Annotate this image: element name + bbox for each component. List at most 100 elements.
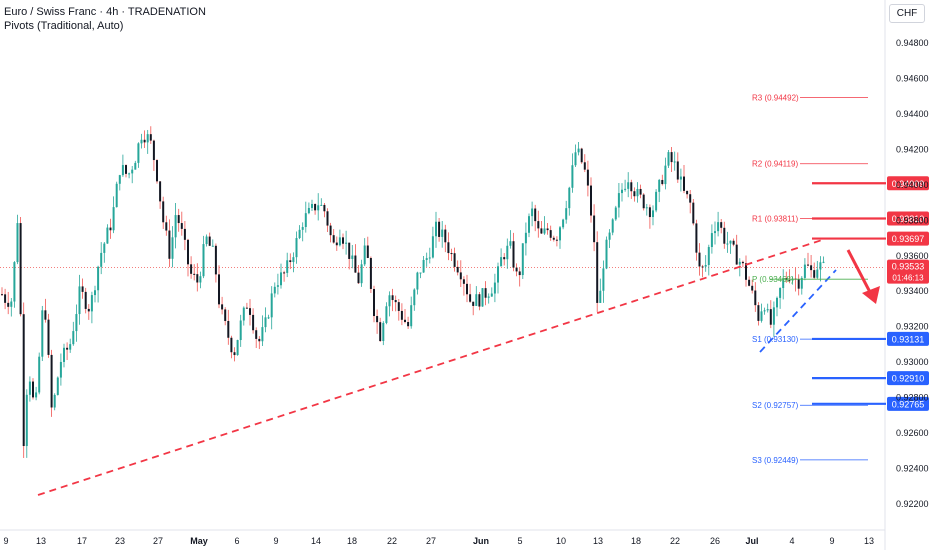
candle-body [428,257,431,259]
candle-body [196,274,199,283]
rising-trendline-blue[interactable] [759,269,837,353]
price-tick-label: 0.94200 [896,144,929,154]
candle-body [202,244,205,277]
time-tick-label: 22 [387,536,397,546]
candle-body [779,288,782,298]
candle-body [816,269,819,278]
candle-body [788,279,791,281]
candle-body [205,236,208,245]
candle-body [704,264,707,267]
candle-body [63,347,65,362]
candle-body [555,239,558,241]
candle-body [568,187,571,209]
candle-body [748,279,751,286]
level-tag-text-0.93697: 0.93697 [892,234,925,244]
candle-body [475,294,478,306]
candle-body [326,211,329,226]
pivot-label-s2: S2 (0.92757) [752,401,799,410]
pivot-label-r1: R1 (0.93811) [752,214,798,223]
candle-body [292,257,295,263]
candle-body [159,181,162,202]
candle-body [22,314,25,447]
candle-body [599,290,602,303]
candle-body [487,296,490,298]
time-tick-label: 17 [77,536,87,546]
candle-body [822,261,825,263]
candle-body [769,309,772,325]
candle-body [394,300,397,303]
candle-body [19,223,22,315]
candle-body [608,232,611,240]
candle-body [354,255,357,273]
price-tick-label: 0.92200 [896,499,929,509]
time-tick-label: 18 [631,536,641,546]
candle-body [667,152,670,166]
candle-body [462,279,465,284]
level-tag-text-0.93131: 0.93131 [892,334,925,344]
key-levels: 0.94009 0.93810 0.93697 0.93131 0.92910 0.927… [812,176,929,411]
candle-body [531,208,534,217]
candle-body [760,311,763,321]
time-tick-label: 22 [670,536,680,546]
candle-body [90,295,93,312]
candle-body [583,162,586,170]
candle-body [738,261,741,265]
candle-body [311,203,313,208]
time-axis-ticks: 9 13 17 23 27 May 6 9 14 18 22 27 Jun 5 10 13 18 22 26 Jul 4… [3,536,874,546]
candle-body [261,327,264,342]
candle-body [81,286,84,292]
candle-body [692,202,695,224]
candle-body [264,317,267,328]
rising-trendline-red[interactable] [37,239,823,496]
candle-body [146,134,149,143]
time-tick-label: 9 [3,536,8,546]
price-tick-label: 0.93000 [896,357,929,367]
candle-body [100,252,103,267]
candle-body [679,176,682,180]
candle-body [357,272,360,284]
candle-body [444,229,447,243]
time-tick-label: 6 [234,536,239,546]
candle-body [503,257,506,260]
candle-body [338,237,341,246]
candle-body [103,243,106,253]
currency-button[interactable]: CHF [889,4,925,23]
candle-body [413,289,416,306]
candle-body [323,204,326,212]
level-tag-0.93131 [887,331,929,346]
candle-body [534,208,537,222]
candle-body [224,309,227,321]
last-price-box [887,259,929,284]
candle-body [590,185,592,216]
candle-body [661,179,664,185]
candle-body [562,219,565,228]
time-tick-label: 27 [153,536,163,546]
time-tick-label: 4 [789,536,794,546]
time-tick-label: 9 [829,536,834,546]
candle-body [404,319,406,323]
candle-body [332,235,335,243]
candle-body [574,152,577,166]
level-tag-text-0.92765: 0.92765 [892,399,925,409]
candle-body [156,160,158,182]
time-tick-label: 10 [556,536,566,546]
candle-body [342,237,344,244]
candle-body [32,381,34,398]
candle-body [385,306,388,323]
last-price-text: 0.93533 [892,262,925,272]
candle-body [131,169,134,174]
time-tick-label: 13 [593,536,603,546]
countdown-text: 01:46:13 [892,274,924,283]
pivot-label-p: P (0.93468) [752,275,794,284]
candle-body [128,173,131,175]
candle-body [435,221,437,237]
candle-body [335,242,338,246]
candle-body [84,291,87,309]
price-tick-label: 0.93600 [896,251,929,261]
candle-body [698,252,701,267]
candle-body [283,272,286,274]
candle-body [543,228,546,234]
candle-body [714,231,716,234]
candle-body [729,240,732,244]
